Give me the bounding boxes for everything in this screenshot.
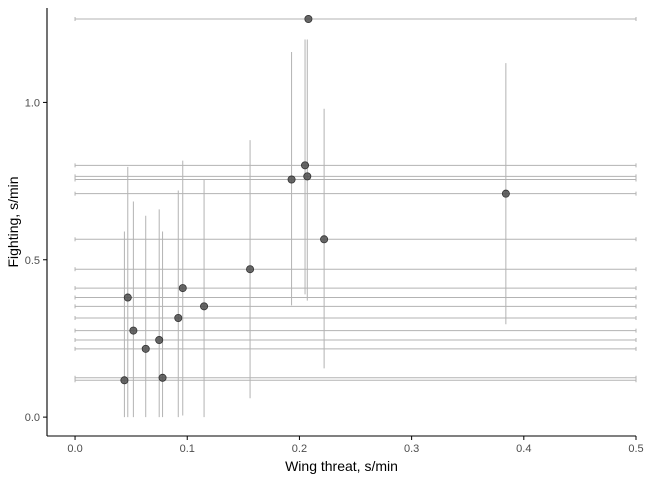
data-point-9: [200, 302, 209, 311]
x-tick-label-2: 0.2: [292, 443, 307, 455]
x-tick-label-4: 0.4: [516, 443, 531, 455]
vertical-error-bars: [123, 39, 507, 418]
y-axis-title: Fighting, s/min: [5, 176, 21, 267]
data-point-8: [123, 293, 132, 302]
data-point-6: [246, 265, 255, 274]
y-tick-label-0: 0.0: [25, 412, 40, 424]
x-tick-label-1: 0.1: [180, 443, 195, 455]
data-point-0: [304, 15, 313, 24]
data-point-15: [120, 376, 129, 385]
y-tick-label-2: 1.0: [25, 97, 40, 109]
data-point-12: [155, 336, 164, 345]
horizontal-error-bars: [74, 17, 637, 383]
x-tick-label-5: 0.5: [628, 443, 643, 455]
x-tick-label-3: 0.3: [404, 443, 419, 455]
data-point-1: [301, 161, 310, 170]
axes: 0.0 0.1 0.2 0.3 0.4 0.5 0.0 0.5 1.0: [25, 8, 644, 455]
y-tick-label-1: 0.5: [25, 255, 40, 267]
data-points: [120, 15, 510, 385]
x-axis-title: Wing threat, s/min: [285, 458, 398, 474]
data-point-14: [158, 373, 167, 382]
data-point-10: [174, 313, 183, 322]
data-point-2: [303, 172, 312, 181]
data-point-13: [141, 344, 150, 353]
data-point-5: [320, 235, 329, 244]
data-point-7: [178, 284, 187, 293]
x-tick-label-0: 0.0: [67, 443, 82, 455]
data-point-4: [501, 189, 510, 198]
data-point-11: [129, 326, 138, 335]
data-point-3: [287, 175, 296, 184]
